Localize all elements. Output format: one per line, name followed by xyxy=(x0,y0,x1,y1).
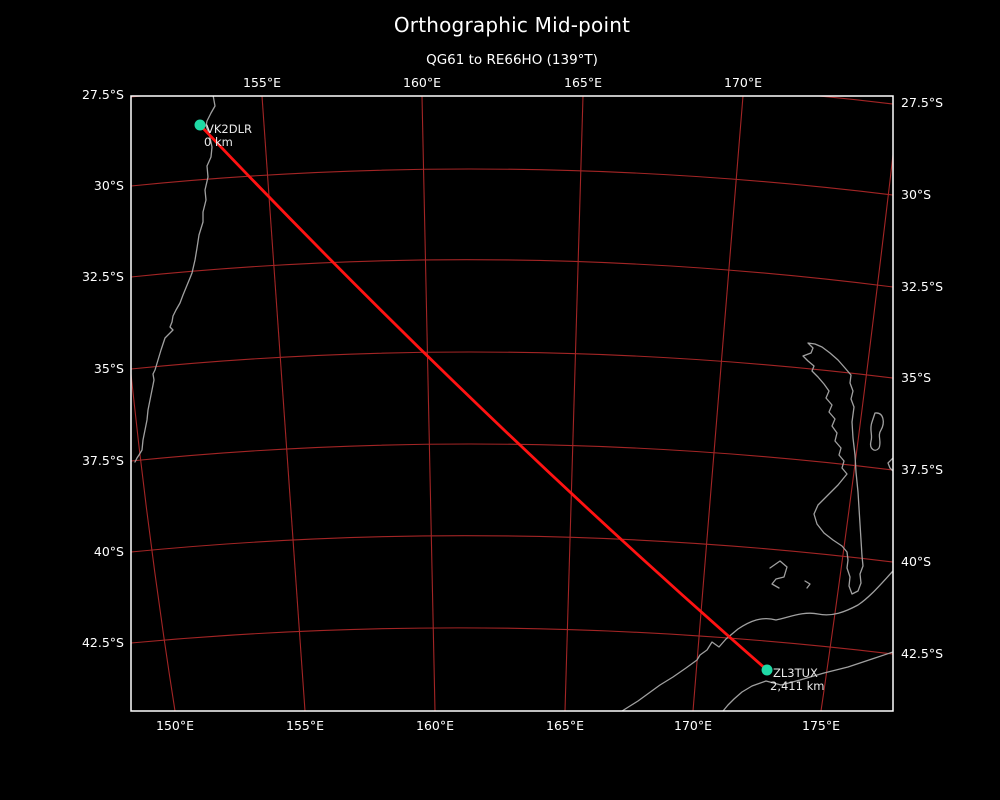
station-marker-vk2dlr xyxy=(194,119,206,131)
plot-border xyxy=(130,95,894,712)
meridian-170e xyxy=(692,96,744,711)
top-tick-label: 165°E xyxy=(563,75,603,90)
bottom-tick-label: 155°E xyxy=(285,718,325,733)
coastline-island-blob xyxy=(869,412,884,451)
plot-title: Orthographic Mid-point xyxy=(393,13,631,37)
left-tick-label: 42.5°S xyxy=(81,635,124,650)
bottom-tick-label: 165°E xyxy=(545,718,585,733)
station-distance-zl3tux: 2,411 km xyxy=(770,679,825,693)
bottom-tick-label: 170°E xyxy=(673,718,713,733)
coastline-marlborough-sounds xyxy=(769,560,788,589)
plot-subtitle: QG61 to RE66HO (139°T) xyxy=(426,52,598,68)
left-tick-label: 37.5°S xyxy=(81,453,124,468)
parallel-40s xyxy=(131,535,893,563)
meridian-155e xyxy=(261,96,306,711)
bottom-tick-label: 160°E xyxy=(415,718,455,733)
great-circle-path xyxy=(198,123,769,672)
right-tick-label: 27.5°S xyxy=(901,95,944,110)
coastline-nz-south-east xyxy=(722,651,893,711)
bottom-tick-label: 175°E xyxy=(801,718,841,733)
station-callsign-zl3tux: ZL3TUX xyxy=(773,666,818,680)
coastline-nz-north-island xyxy=(802,342,864,595)
meridian-175e xyxy=(820,154,893,711)
station-marker-zl3tux xyxy=(761,664,773,676)
left-tick-label: 30°S xyxy=(93,178,124,193)
parallel-32.5s xyxy=(131,259,893,288)
top-tick-label: 170°E xyxy=(723,75,763,90)
right-tick-label: 30°S xyxy=(901,187,932,202)
station-callsign-vk2dlr: VK2DLR xyxy=(206,122,252,136)
top-tick-label: 155°E xyxy=(242,75,282,90)
coastline-fleck-east xyxy=(887,457,893,472)
coastline-nz-south-west xyxy=(621,570,893,711)
meridian-160e xyxy=(421,96,436,711)
right-tick-label: 42.5°S xyxy=(901,646,944,661)
parallel-37.5s xyxy=(131,443,893,471)
right-tick-label: 37.5°S xyxy=(901,462,944,477)
coastline-australia xyxy=(134,96,216,463)
parallel-30s xyxy=(131,168,893,196)
bottom-tick-label: 150°E xyxy=(155,718,195,733)
parallel-42.5s xyxy=(131,627,893,655)
meridian-165e xyxy=(564,96,584,711)
right-tick-label: 35°S xyxy=(901,370,932,385)
left-tick-label: 27.5°S xyxy=(81,87,124,102)
left-tick-label: 40°S xyxy=(93,544,124,559)
parallel-35s xyxy=(131,351,893,379)
coastline-sound-fleck xyxy=(804,580,811,589)
meridian-150e xyxy=(131,373,176,711)
left-tick-label: 35°S xyxy=(93,361,124,376)
right-tick-label: 40°S xyxy=(901,554,932,569)
left-tick-label: 32.5°S xyxy=(81,269,124,284)
top-tick-label: 160°E xyxy=(402,75,442,90)
station-distance-vk2dlr: 0 km xyxy=(204,135,233,149)
right-tick-label: 32.5°S xyxy=(901,279,944,294)
